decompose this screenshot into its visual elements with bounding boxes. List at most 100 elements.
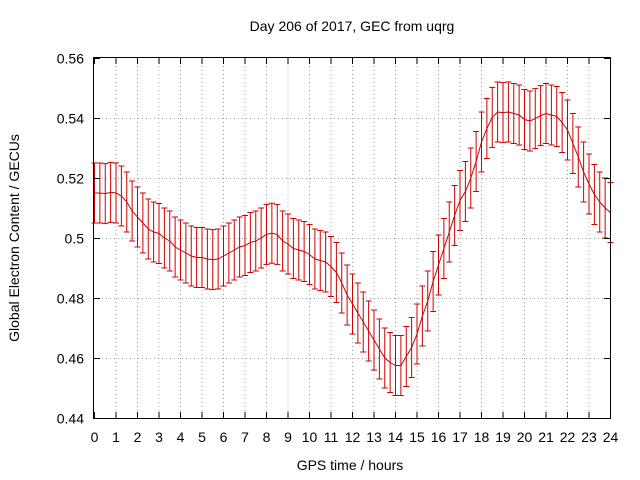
y-tick-label: 0.52 — [57, 171, 84, 187]
x-tick-label: 16 — [431, 429, 447, 445]
gec-series — [91, 81, 614, 396]
x-tick-label: 5 — [198, 429, 206, 445]
error-bar — [177, 219, 184, 281]
error-bar — [290, 218, 297, 279]
error-bar — [258, 207, 265, 269]
error-bar — [521, 89, 528, 150]
x-tick-label: 20 — [517, 429, 533, 445]
error-bar — [338, 252, 345, 314]
error-bar — [268, 202, 275, 264]
error-bar — [591, 164, 598, 225]
error-bar — [215, 228, 222, 290]
error-bar — [118, 165, 125, 227]
x-tick-label: 18 — [474, 429, 490, 445]
error-bar — [231, 219, 238, 281]
error-bar — [328, 236, 334, 297]
error-bar — [564, 99, 571, 161]
error-bar — [483, 98, 490, 159]
x-tick-label: 17 — [452, 429, 468, 445]
error-bar — [225, 222, 232, 284]
x-tick-label: 0 — [91, 429, 99, 445]
x-tick-label: 13 — [366, 429, 382, 445]
error-bar — [360, 291, 367, 353]
error-bar — [182, 222, 189, 284]
x-tick-label: 3 — [155, 429, 163, 445]
error-bar — [446, 201, 453, 263]
y-axis-label: Global Electron Content / GECUs — [6, 134, 22, 342]
error-bar — [295, 219, 302, 281]
error-bar — [586, 153, 592, 215]
y-tick-label: 0.5 — [65, 231, 85, 247]
x-tick-label: 21 — [538, 429, 554, 445]
error-bar — [365, 300, 372, 362]
error-bar — [500, 82, 506, 144]
error-bar — [494, 81, 501, 143]
error-bar — [274, 203, 281, 265]
x-axis-label: GPS time / hours — [297, 457, 404, 473]
y-tick-label: 0.46 — [57, 351, 84, 367]
error-bar — [113, 162, 119, 224]
error-bar — [430, 251, 437, 312]
error-bar — [252, 210, 259, 272]
error-bar — [285, 213, 291, 275]
tick-labels: 0 1 2 3 4 5 6 7 8 9 10 11 12 13 14 15 16 17 18 19 20 21 22 23 24… — [57, 51, 619, 446]
error-bar — [457, 170, 463, 231]
error-bar — [462, 161, 469, 222]
error-bar — [301, 221, 308, 282]
x-tick-label: 19 — [495, 429, 511, 445]
grid — [94, 58, 610, 418]
error-bar — [408, 317, 415, 378]
error-bar — [134, 186, 141, 248]
x-tick-label: 10 — [302, 429, 318, 445]
error-bar — [424, 270, 431, 332]
error-bar — [247, 212, 254, 273]
error-bar — [145, 198, 152, 260]
error-bar — [387, 332, 394, 393]
axis-ticks — [94, 58, 611, 419]
x-tick-label: 23 — [581, 429, 597, 445]
error-bar — [306, 224, 313, 285]
error-bar — [172, 216, 179, 278]
error-bar — [150, 201, 157, 263]
error-bar — [489, 86, 496, 148]
error-bar — [333, 242, 340, 303]
error-bar — [349, 273, 356, 335]
x-tick-label: 4 — [177, 429, 185, 445]
error-bar — [451, 185, 458, 246]
error-bar — [553, 86, 560, 147]
error-bar — [392, 335, 399, 396]
error-bar — [96, 162, 103, 224]
error-bar — [123, 171, 130, 233]
error-bar — [263, 203, 270, 265]
error-bar — [580, 141, 587, 203]
plot-frame — [93, 57, 611, 419]
error-bar — [414, 303, 420, 365]
error-bar — [548, 84, 555, 146]
error-bar — [537, 85, 544, 147]
x-tick-label: 9 — [284, 429, 292, 445]
error-bar — [559, 92, 566, 153]
error-bar — [242, 215, 248, 276]
error-bar — [311, 228, 318, 290]
y-tick-label: 0.56 — [57, 51, 84, 67]
x-tick-label: 12 — [345, 429, 361, 445]
error-bar — [204, 228, 211, 290]
error-bar — [279, 210, 286, 272]
x-tick-label: 7 — [241, 429, 249, 445]
error-bar — [354, 282, 361, 344]
x-tick-label: 14 — [388, 429, 404, 445]
x-tick-label: 22 — [560, 429, 576, 445]
x-tick-label: 24 — [603, 429, 619, 445]
error-bar — [440, 218, 447, 279]
error-bar — [403, 326, 410, 387]
error-bar — [526, 90, 533, 152]
x-tick-label: 6 — [220, 429, 228, 445]
error-bar — [596, 171, 603, 233]
error-bar — [602, 177, 609, 239]
error-bar — [236, 216, 243, 278]
error-bar — [532, 88, 539, 150]
error-bar — [569, 113, 576, 174]
error-bar — [322, 231, 329, 293]
error-bar — [107, 161, 114, 223]
